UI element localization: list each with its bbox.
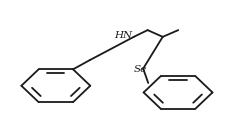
- Text: Se: Se: [134, 65, 147, 74]
- Text: HN: HN: [114, 31, 132, 40]
